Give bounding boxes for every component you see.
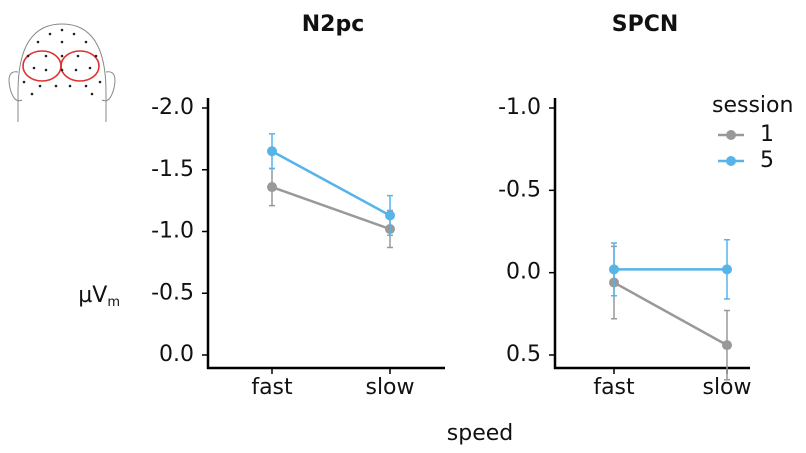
- y-tick-label: -1.0: [151, 219, 194, 244]
- legend-label: 1: [760, 122, 774, 147]
- point: [722, 264, 732, 275]
- legend-marker: [726, 130, 736, 140]
- y-tick-label: 0.0: [506, 260, 541, 285]
- x-axis-label: speed: [447, 421, 513, 446]
- series-line: [271, 185, 391, 231]
- series-line: [613, 281, 728, 347]
- x-tick-label: slow: [365, 375, 414, 400]
- chart-title: N2pc: [302, 12, 365, 37]
- y-tick-label: -1.5: [151, 157, 194, 182]
- y-axis-label: µVm: [78, 283, 120, 310]
- point: [267, 146, 277, 157]
- legend-title: session: [712, 93, 793, 118]
- y-tick-label: -1.0: [498, 95, 541, 120]
- y-tick-label: 0.0: [159, 342, 194, 367]
- x-tick-label: fast: [593, 375, 635, 400]
- legend-marker: [726, 156, 736, 166]
- y-tick-label: -0.5: [498, 177, 541, 202]
- point: [609, 264, 619, 275]
- legend-label: 5: [760, 148, 774, 173]
- chart-title: SPCN: [612, 12, 679, 37]
- y-tick-label: -0.5: [151, 280, 194, 305]
- y-tick-label: 0.5: [506, 342, 541, 367]
- x-tick-label: fast: [251, 375, 293, 400]
- point: [267, 182, 277, 193]
- series-line: [271, 150, 391, 217]
- head-icon: [8, 23, 116, 122]
- point: [385, 210, 395, 221]
- point: [722, 340, 732, 351]
- y-tick-label: -2.0: [151, 95, 194, 120]
